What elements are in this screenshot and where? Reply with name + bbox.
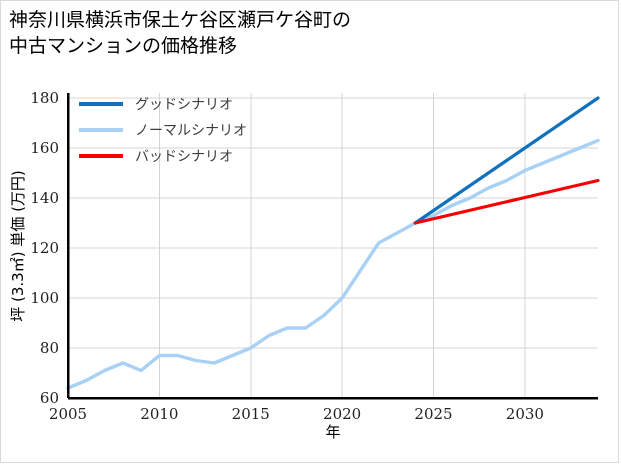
series-line-normal [66, 138, 600, 390]
legend-label: グッドシナリオ [135, 97, 233, 113]
x-axis-tick-labels: 2005 2010 2015 2020 2025 2030 [49, 405, 544, 423]
page-title: 神奈川県横浜市保土ケ谷区瀬戸ケ谷町の 中古マンションの価格推移 [9, 9, 352, 57]
series-group [66, 96, 600, 390]
x-tick-label: 2015 [232, 405, 270, 423]
x-tick-label: 2020 [323, 405, 361, 423]
series-line-good [413, 96, 600, 225]
y-tick-label: 100 [30, 289, 59, 307]
y-tick-label: 60 [40, 389, 59, 407]
y-axis-tick-labels: 60 80 100 120 140 160 180 [30, 89, 59, 407]
y-tick-label: 120 [30, 239, 59, 257]
legend-label: バッドシナリオ [135, 149, 233, 165]
x-tick-label: 2005 [49, 405, 87, 423]
x-tick-label: 2030 [506, 405, 544, 423]
x-tick-label: 2025 [414, 405, 452, 423]
y-tick-label: 160 [30, 139, 59, 157]
y-tick-label: 180 [30, 89, 59, 107]
axis-spines [66, 93, 598, 400]
series-line-bad [413, 178, 600, 225]
x-axis-title: 年 [325, 423, 340, 441]
legend-label: ノーマルシナリオ [135, 123, 247, 139]
y-tick-label: 80 [40, 339, 59, 357]
y-axis-title: 坪 (3.3㎡) 単価 (万円) [9, 170, 27, 322]
x-tick-label: 2010 [140, 405, 178, 423]
y-tick-label: 140 [30, 189, 59, 207]
